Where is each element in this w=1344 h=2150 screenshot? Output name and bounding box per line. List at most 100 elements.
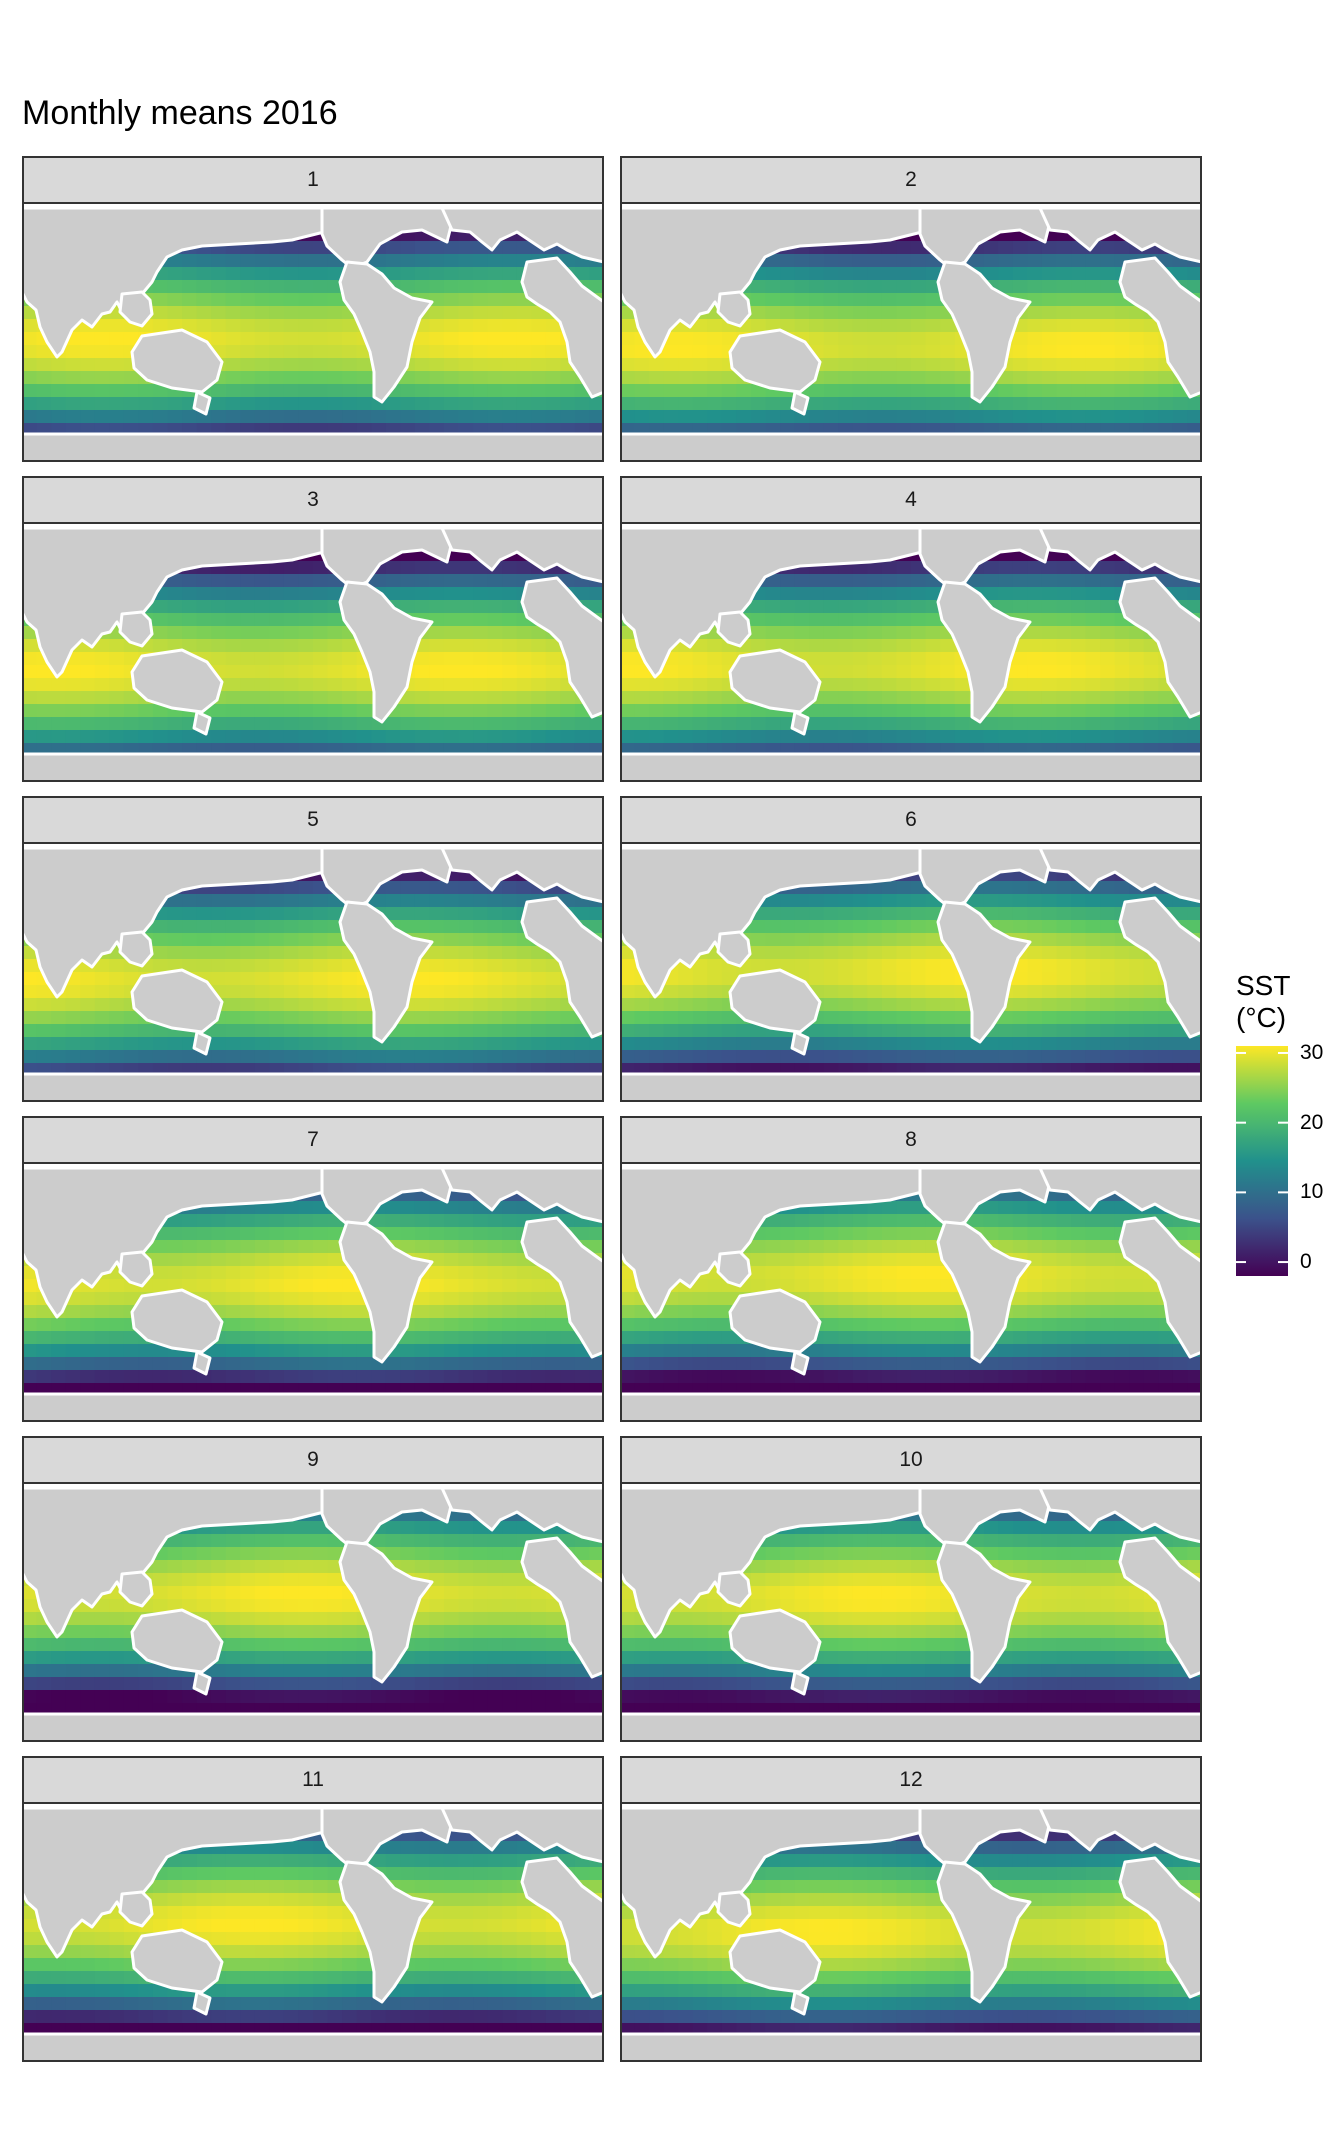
sst-cell bbox=[240, 1011, 256, 1025]
sst-cell bbox=[1071, 613, 1087, 627]
sst-cell bbox=[531, 998, 547, 1012]
sst-cell bbox=[22, 371, 38, 385]
sst-cell bbox=[1027, 959, 1043, 973]
sst-cell bbox=[298, 639, 314, 653]
sst-cell bbox=[678, 397, 694, 411]
sst-cell bbox=[400, 254, 416, 268]
sst-cell bbox=[1041, 985, 1058, 999]
sst-cell bbox=[531, 332, 547, 346]
sst-cell bbox=[1071, 587, 1087, 601]
sst-cell bbox=[1100, 254, 1116, 268]
sst-cell bbox=[1187, 907, 1202, 921]
sst-cell bbox=[545, 1305, 561, 1319]
sst-cell bbox=[443, 280, 460, 294]
sst-cell bbox=[911, 384, 927, 398]
sst-cell bbox=[911, 1240, 927, 1254]
sst-cell bbox=[502, 319, 518, 333]
sst-cell bbox=[896, 319, 912, 333]
sst-cell bbox=[313, 1331, 329, 1345]
sst-cell bbox=[109, 1024, 125, 1038]
sst-cell bbox=[254, 1370, 270, 1384]
sst-cell bbox=[182, 587, 198, 601]
sst-cell bbox=[429, 920, 445, 934]
sst-cell bbox=[852, 894, 868, 908]
sst-cell bbox=[663, 397, 679, 411]
sst-cell bbox=[298, 1331, 314, 1345]
sst-cell bbox=[254, 1037, 270, 1051]
sst-cell bbox=[867, 998, 883, 1012]
sst-cell bbox=[1100, 1292, 1116, 1306]
sst-cell bbox=[983, 267, 999, 281]
sst-cell bbox=[298, 1266, 314, 1280]
sst-cell bbox=[109, 704, 125, 718]
sst-cell bbox=[240, 1214, 256, 1228]
sst-cell bbox=[429, 1227, 445, 1241]
sst-cell bbox=[852, 371, 868, 385]
sst-cell bbox=[881, 1227, 898, 1241]
sst-cell bbox=[1143, 397, 1159, 411]
sst-cell bbox=[545, 410, 561, 424]
sst-cell bbox=[94, 371, 110, 385]
sst-cell bbox=[1041, 691, 1058, 705]
sst-cell bbox=[1056, 920, 1072, 934]
sst-cell bbox=[313, 1011, 329, 1025]
sst-cell bbox=[1143, 345, 1159, 359]
sst-cell bbox=[1056, 907, 1072, 921]
sst-cell bbox=[254, 397, 270, 411]
sst-cell bbox=[123, 1331, 139, 1345]
sst-cell bbox=[1027, 384, 1043, 398]
sst-cell bbox=[983, 907, 999, 921]
sst-cell bbox=[838, 613, 854, 627]
sst-cell bbox=[167, 1357, 183, 1371]
sst-cell bbox=[225, 1370, 241, 1384]
sst-cell bbox=[896, 600, 912, 614]
sst-cell bbox=[473, 1305, 489, 1319]
facet-panel: 3 bbox=[22, 476, 604, 782]
sst-cell bbox=[152, 717, 169, 731]
sst-cell bbox=[196, 1266, 212, 1280]
sst-cell bbox=[254, 1331, 270, 1345]
sst-cell bbox=[516, 332, 532, 346]
sst-cell bbox=[327, 1370, 343, 1384]
sst-cell bbox=[1012, 1214, 1028, 1228]
sst-cell bbox=[182, 1266, 198, 1280]
sst-cell bbox=[429, 881, 445, 895]
sst-cell bbox=[516, 717, 532, 731]
sst-cell bbox=[954, 717, 970, 731]
sst-cell bbox=[327, 998, 343, 1012]
sst-cell bbox=[269, 1050, 285, 1064]
sst-cell bbox=[429, 1370, 445, 1384]
sst-cell bbox=[254, 280, 270, 294]
sst-cell bbox=[1056, 332, 1072, 346]
sst-cell bbox=[620, 1318, 636, 1332]
sst-cell bbox=[940, 358, 956, 372]
sst-cell bbox=[954, 678, 970, 692]
sst-cell bbox=[823, 1240, 839, 1254]
land-mass bbox=[338, 900, 434, 1044]
sst-cell bbox=[109, 397, 125, 411]
sst-cell bbox=[443, 267, 460, 281]
sst-cell bbox=[1172, 267, 1189, 281]
sst-cell bbox=[911, 665, 927, 679]
sst-cell bbox=[1071, 371, 1087, 385]
sst-cell bbox=[794, 293, 810, 307]
sst-cell bbox=[167, 280, 183, 294]
sst-cell bbox=[852, 267, 868, 281]
sst-cell bbox=[1012, 1037, 1028, 1051]
sst-cell bbox=[1027, 933, 1043, 947]
sst-cell bbox=[313, 613, 329, 627]
sst-cell bbox=[896, 345, 912, 359]
sst-cell bbox=[1100, 717, 1116, 731]
sst-cell bbox=[225, 691, 241, 705]
sst-cell bbox=[94, 652, 110, 666]
sst-cell bbox=[1056, 358, 1072, 372]
sst-cell bbox=[254, 358, 270, 372]
sst-cell bbox=[852, 717, 868, 731]
sst-cell bbox=[589, 1240, 604, 1254]
sst-cell bbox=[765, 410, 781, 424]
sst-cell bbox=[983, 410, 999, 424]
sst-cell bbox=[342, 397, 358, 411]
sst-cell bbox=[342, 730, 358, 744]
sst-cell bbox=[838, 1279, 854, 1293]
sst-cell bbox=[1114, 1201, 1130, 1215]
